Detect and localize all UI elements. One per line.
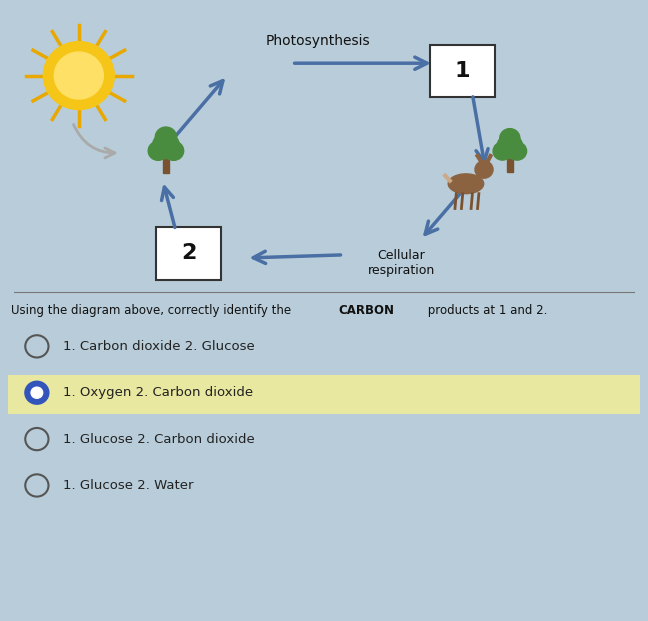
Circle shape (475, 161, 493, 178)
Text: Photosynthesis: Photosynthesis (265, 34, 370, 48)
Text: products at 1 and 2.: products at 1 and 2. (424, 304, 548, 317)
Text: 1. Oxygen 2. Carbon dioxide: 1. Oxygen 2. Carbon dioxide (63, 386, 253, 399)
Bar (163, 156, 168, 173)
Text: 1. Glucose 2. Water: 1. Glucose 2. Water (63, 479, 193, 492)
Text: 1. Glucose 2. Carbon dioxide: 1. Glucose 2. Carbon dioxide (63, 433, 255, 446)
FancyBboxPatch shape (156, 227, 221, 279)
Circle shape (43, 42, 114, 109)
FancyBboxPatch shape (430, 45, 495, 97)
Text: 1. Carbon dioxide 2. Glucose: 1. Carbon dioxide 2. Glucose (63, 340, 255, 353)
Circle shape (497, 134, 522, 158)
Circle shape (164, 142, 183, 160)
Circle shape (54, 52, 103, 99)
Circle shape (493, 142, 512, 160)
Circle shape (500, 129, 520, 148)
Circle shape (148, 142, 168, 160)
Circle shape (25, 381, 49, 404)
Circle shape (31, 387, 43, 398)
Text: Cellular
respiration: Cellular respiration (368, 248, 435, 277)
Ellipse shape (448, 174, 483, 194)
Text: Using the diagram above, correctly identify the: Using the diagram above, correctly ident… (11, 304, 295, 317)
Text: 2: 2 (181, 243, 196, 263)
Text: CARBON: CARBON (338, 304, 394, 317)
Bar (507, 156, 513, 172)
Circle shape (508, 142, 527, 160)
Circle shape (156, 127, 176, 147)
Text: 1: 1 (455, 61, 470, 81)
Circle shape (152, 133, 179, 158)
FancyBboxPatch shape (8, 376, 640, 414)
